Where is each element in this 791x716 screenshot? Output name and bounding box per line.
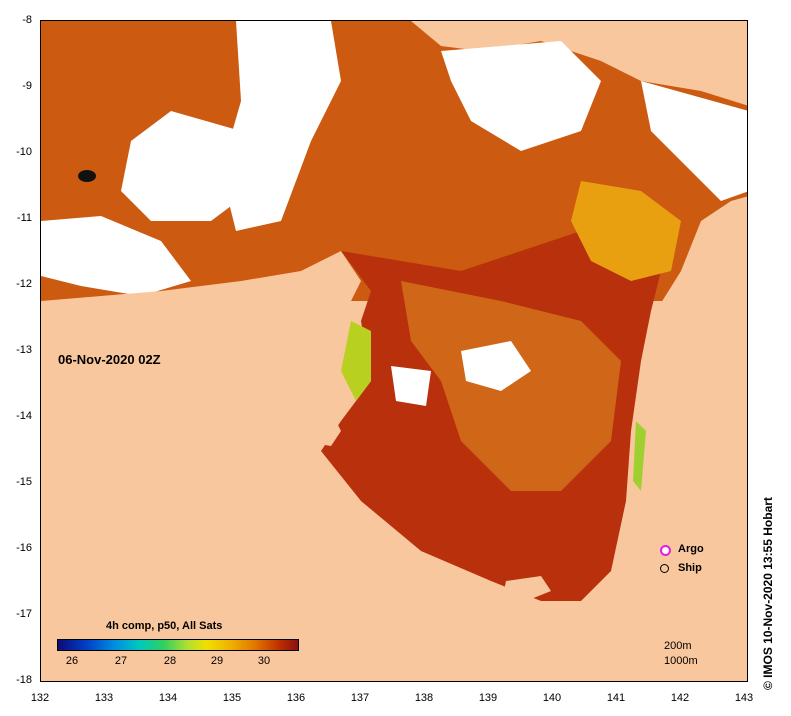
sst-swirl [401,281,621,491]
cloud-patch [391,366,431,406]
data-blob [78,170,96,182]
x-tick-label: 142 [670,692,690,704]
y-tick-label: -18 [16,674,32,686]
contour-1000-label: 1000m [664,655,698,667]
land-wessel [291,291,341,321]
colorbar-tick: 30 [257,655,271,667]
y-tick-label: -9 [22,80,32,92]
land-mornington [503,576,551,601]
y-tick-label: -14 [16,410,32,422]
y-tick-label: -17 [16,608,32,620]
colorbar-tick: 26 [65,655,79,667]
x-tick-label: 139 [478,692,498,704]
y-tick-label: -16 [16,542,32,554]
x-tick-label: 133 [94,692,114,704]
argo-marker-icon [660,545,671,556]
sst-cool-band [341,321,371,401]
x-tick-label: 132 [30,692,50,704]
colorbar-tick: 29 [210,655,224,667]
y-tick-label: -10 [16,146,32,158]
land-arnhem [41,196,747,681]
x-tick-label: 137 [350,692,370,704]
legend-argo-label: Argo [678,543,704,555]
sst-cool-band [633,421,646,491]
legend-ship-label: Ship [678,562,702,574]
cloud-patch [441,41,601,151]
x-tick-label: 141 [606,692,626,704]
sst-cool-band [571,181,681,281]
ship-marker-icon [660,564,669,573]
land-groote [296,411,341,446]
y-tick-label: -12 [16,278,32,290]
colorbar-tick: 28 [163,655,177,667]
x-tick-label: 140 [542,692,562,704]
contour-200-label: 200m [664,640,692,652]
x-tick-label: 136 [286,692,306,704]
cloud-patch [41,216,191,296]
y-tick-label: -11 [16,212,32,224]
x-tick-label: 143 [734,692,754,704]
y-tick-label: -13 [16,344,32,356]
x-tick-label: 135 [222,692,242,704]
y-tick-label: -8 [22,14,32,26]
colorbar-tick: 27 [114,655,128,667]
x-tick-label: 134 [158,692,178,704]
colorbar [57,639,299,651]
sst-map[interactable] [40,20,748,682]
date-label: 06-Nov-2020 02Z [58,352,161,367]
land-north [411,21,747,106]
cloud-patch [121,111,251,221]
cloud-patch [641,81,747,201]
cloud-patch [461,341,531,391]
x-tick-label: 138 [414,692,434,704]
cloud-patch [221,21,341,231]
y-tick-label: -15 [16,476,32,488]
colorbar-title: 4h comp, p50, All Sats [106,620,223,632]
credit-text: © IMOS 10-Nov-2020 13:55 Hobart [761,497,775,690]
map-canvas [41,21,747,681]
